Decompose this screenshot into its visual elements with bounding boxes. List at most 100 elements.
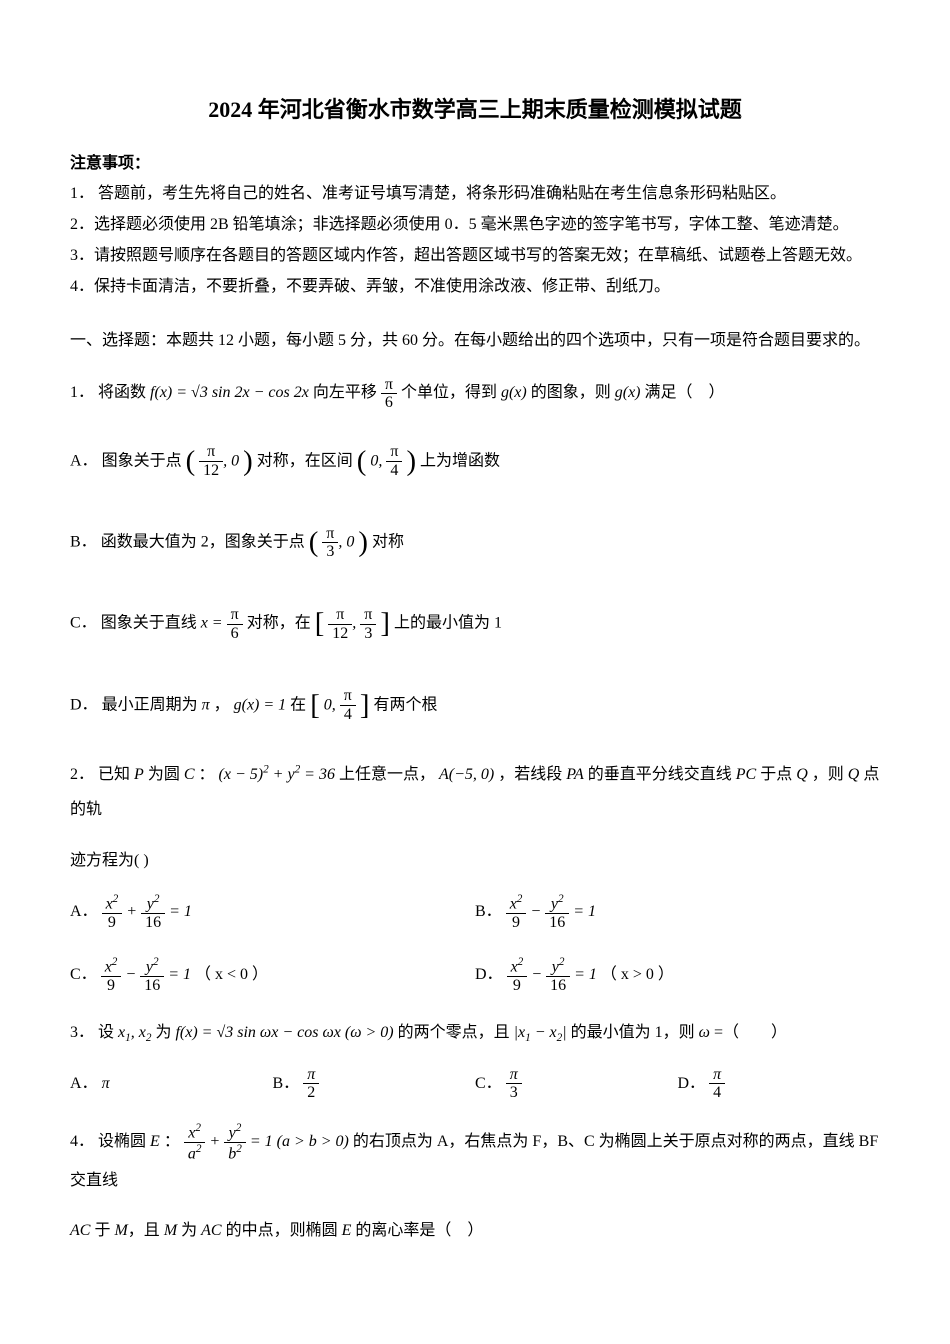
q-num: 4． [70,1133,94,1150]
q-text: 的两个零点，且 [398,1024,514,1041]
opt-text: 上为增函数 [420,452,500,469]
q-text: 上任意一点， [339,766,435,783]
notice-item: 1． 答题前，考生先将自己的姓名、准考证号填写清楚，将条形码准确粘贴在考生信息条… [70,180,880,209]
math-expr: x1, x2 [118,1024,151,1041]
fraction: π12 [199,443,223,479]
math-expr: f(x) = √3 sin ωx − cos ωx (ω > 0) [175,1024,393,1041]
fraction: x2a2 [184,1122,206,1163]
fraction: x29 [507,956,528,995]
q-text: 的图象，则 [531,384,615,401]
option-b: B． π2 [273,1066,476,1102]
option-b: B． 函数最大值为 2，图象关于点 ( π3, 0 ) 对称 [70,511,880,574]
math-expr: A(−5, 0) [439,766,494,783]
opt-label: A． [70,1075,98,1092]
opt-label: C． [70,615,97,632]
fraction: π3 [322,525,338,561]
doc-title: 2024 年河北省衡水市数学高三上期末质量检测模拟试题 [70,90,880,130]
opt-label: C． [475,1075,502,1092]
opt-text: 在 [290,696,310,713]
q-text: 的垂直平分线交直线 [588,766,736,783]
math-expr: − [125,966,140,983]
option-a: A． x29 + y216 = 1 [70,893,475,932]
math-expr: , 0 [338,533,354,550]
q-text: 满足（ ） [645,384,725,401]
q-text: ： [164,1133,180,1150]
opt-label: B． [475,903,502,920]
opt-label: D． [475,966,503,983]
fraction: y216 [545,893,569,932]
q-text: 个单位，得到 [401,384,501,401]
opt-text: ， [214,696,234,713]
option-d: D． 最小正周期为 π ， g(x) = 1 在 [ 0, π4 ] 有两个根 [70,674,880,737]
question-4: 4． 设椭圆 E ： x2a2 + y2b2 = 1 (a > b > 0) 的… [70,1122,880,1248]
q-text: 的最小值为 1，则 [571,1024,699,1041]
math-expr: (x − 5)2 + y2 = 36 [219,766,335,783]
math-expr: C [184,766,195,783]
q-text-line2: 迹方程为( ) [70,843,880,878]
option-d: D． x29 − y216 = 1 （ x > 0 ） [475,956,880,995]
q-text: 设椭圆 [98,1133,150,1150]
opt-label: B． [70,533,97,550]
opt-text: 图象关于直线 [101,615,201,632]
fraction: π6 [227,606,243,642]
opt-text: 对称，在区间 [257,452,357,469]
q-text: 向左平移 [313,384,381,401]
q-text: ： [199,766,215,783]
q-text-line2: AC 于 M，且 M 为 AC 的中点，则椭圆 E 的离心率是（ ） [70,1213,880,1248]
math-expr: + [126,903,141,920]
q-num: 3． [70,1024,94,1041]
opt-text: 对称 [372,533,404,550]
opt-text: 对称，在 [247,615,315,632]
notice-item: 4．保持卡面清洁，不要折叠，不要弄破、弄皱，不准使用涂改液、修正带、刮纸刀。 [70,273,880,302]
opt-label: D． [678,1075,706,1092]
opt-label: A． [70,903,98,920]
math-expr: E [150,1133,160,1150]
math-expr: |x1 − x2| [514,1024,567,1041]
q-num: 2． [70,766,94,783]
opt-label: A． [70,452,98,469]
math-expr: x = [201,615,227,632]
math-expr: g(x) = 1 [234,696,287,713]
q-text: 于点 [760,766,796,783]
math-expr: = 1 [168,966,191,983]
fraction: π3 [360,606,376,642]
math-expr: + [209,1133,224,1150]
option-c: C． π3 [475,1066,678,1102]
option-c: C． 图象关于直线 x = π6 对称，在 [ π12, π3 ] 上的最小值为… [70,592,880,655]
math-expr: π [102,1075,110,1092]
fraction: x29 [101,956,122,995]
option-a: A． 图象关于点 ( π12, 0 ) 对称，在区间 ( 0, π4 ) 上为增… [70,430,880,493]
fraction: π3 [506,1066,522,1102]
notice-item: 2．选择题必须使用 2B 铅笔填涂；非选择题必须使用 0．5 毫米黑色字迹的签字… [70,211,880,240]
opt-text: 上的最小值为 1 [394,615,502,632]
math-expr: PA [566,766,583,783]
math-expr: ω [699,1024,710,1041]
math-expr: (a > b > 0) [277,1133,349,1150]
question-1: 1． 将函数 f(x) = √3 sin 2x − cos 2x 向左平移 π6… [70,375,880,737]
q-text: 设 [98,1024,118,1041]
q-text: 将函数 [98,384,150,401]
opt-label: D． [70,696,98,713]
section-title: 一、选择题：本题共 12 小题，每小题 5 分，共 60 分。在每小题给出的四个… [70,327,880,356]
q-text: 为圆 [148,766,184,783]
math-expr: PC [736,766,756,783]
fraction: π4 [340,687,356,723]
q-text: 已知 [98,766,134,783]
math-expr: f(x) = √3 sin 2x − cos 2x [150,384,309,401]
opt-text: 最小正周期为 [102,696,202,713]
option-a: A． π [70,1066,273,1102]
opt-text: 有两个根 [373,696,437,713]
fraction: x29 [102,893,123,932]
fraction: y216 [141,893,165,932]
math-expr: g(x) [501,384,527,401]
fraction: π4 [709,1066,725,1102]
math-expr: P [134,766,144,783]
opt-cond: （ x > 0 ） [601,966,674,983]
q-text: ，则 [812,766,848,783]
question-3: 3． 设 x1, x2 为 f(x) = √3 sin ωx − cos ωx … [70,1015,880,1102]
q-text: =（ ） [714,1024,787,1041]
math-expr: − [530,903,545,920]
math-expr: g(x) [615,384,641,401]
fraction: π12 [328,606,352,642]
q-num: 1． [70,384,94,401]
